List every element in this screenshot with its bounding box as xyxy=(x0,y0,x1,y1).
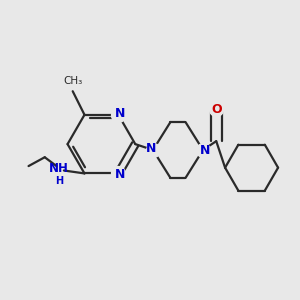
Text: N: N xyxy=(200,143,211,157)
Text: N: N xyxy=(146,142,156,155)
Text: H: H xyxy=(55,176,63,186)
Text: O: O xyxy=(211,103,222,116)
Text: N: N xyxy=(115,107,125,120)
Text: CH₃: CH₃ xyxy=(63,76,82,86)
Text: N: N xyxy=(115,168,125,182)
Text: NH: NH xyxy=(49,162,69,175)
